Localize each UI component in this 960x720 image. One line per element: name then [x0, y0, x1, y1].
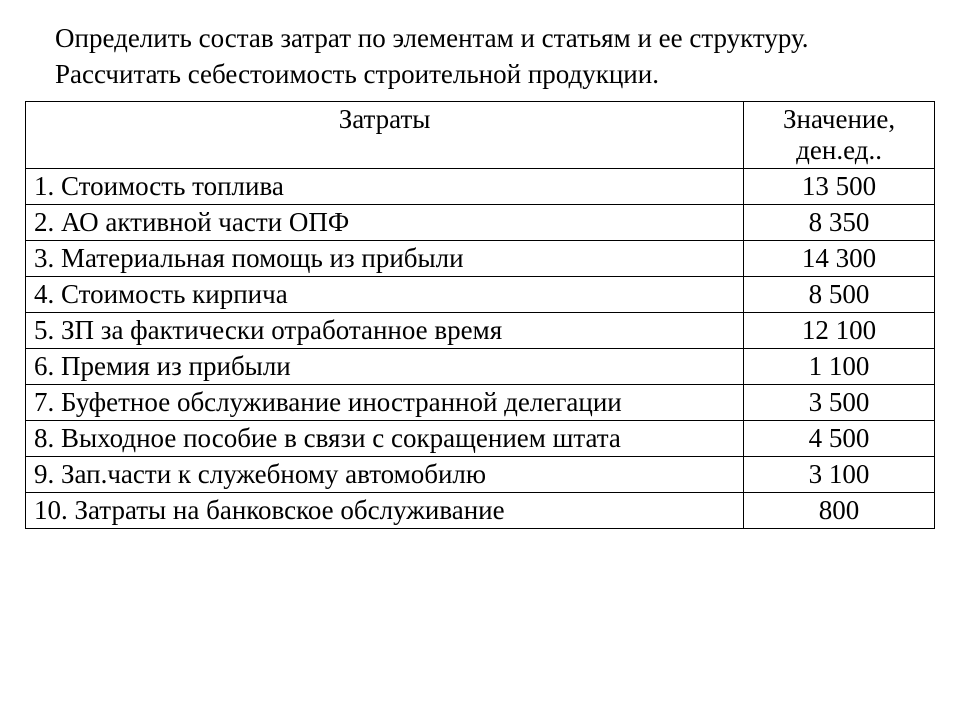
cost-value: 13 500 — [744, 168, 935, 204]
cost-value: 8 350 — [744, 204, 935, 240]
cost-value: 14 300 — [744, 240, 935, 276]
table-header-row: Затраты Значение, ден.ед.. — [26, 101, 935, 168]
table-row: 8. Выходное пособие в связи с сокращение… — [26, 420, 935, 456]
cost-value: 1 100 — [744, 348, 935, 384]
cost-label: 6. Премия из прибыли — [26, 348, 744, 384]
cost-label: 9. Зап.части к служебному автомобилю — [26, 456, 744, 492]
cost-label: 3. Материальная помощь из прибыли — [26, 240, 744, 276]
table-row: 2. АО активной части ОПФ 8 350 — [26, 204, 935, 240]
table-row: 6. Премия из прибыли 1 100 — [26, 348, 935, 384]
cost-value: 3 100 — [744, 456, 935, 492]
intro-line-2: Рассчитать себестоимость строительной пр… — [55, 59, 659, 89]
table-row: 3. Материальная помощь из прибыли 14 300 — [26, 240, 935, 276]
costs-table: Затраты Значение, ден.ед.. 1. Стоимость … — [25, 101, 935, 529]
cost-value: 8 500 — [744, 276, 935, 312]
cost-value: 3 500 — [744, 384, 935, 420]
header-value: Значение, ден.ед.. — [744, 101, 935, 168]
table-row: 5. ЗП за фактически отработанное время 1… — [26, 312, 935, 348]
table-row: 9. Зап.части к служебному автомобилю 3 1… — [26, 456, 935, 492]
cost-label: 7. Буфетное обслуживание иностранной дел… — [26, 384, 744, 420]
header-label: Затраты — [26, 101, 744, 168]
cost-value: 800 — [744, 492, 935, 528]
cost-label: 10. Затраты на банковское обслуживание — [26, 492, 744, 528]
cost-value: 12 100 — [744, 312, 935, 348]
cost-label: 5. ЗП за фактически отработанное время — [26, 312, 744, 348]
cost-label: 8. Выходное пособие в связи с сокращение… — [26, 420, 744, 456]
task-description: Определить состав затрат по элементам и … — [25, 20, 935, 93]
cost-value: 4 500 — [744, 420, 935, 456]
table-row: 7. Буфетное обслуживание иностранной дел… — [26, 384, 935, 420]
table-row: 10. Затраты на банковское обслуживание 8… — [26, 492, 935, 528]
table-row: 4. Стоимость кирпича 8 500 — [26, 276, 935, 312]
intro-line-1: Определить состав затрат по элементам и … — [55, 23, 809, 53]
cost-label: 4. Стоимость кирпича — [26, 276, 744, 312]
cost-label: 1. Стоимость топлива — [26, 168, 744, 204]
cost-label: 2. АО активной части ОПФ — [26, 204, 744, 240]
table-row: 1. Стоимость топлива 13 500 — [26, 168, 935, 204]
